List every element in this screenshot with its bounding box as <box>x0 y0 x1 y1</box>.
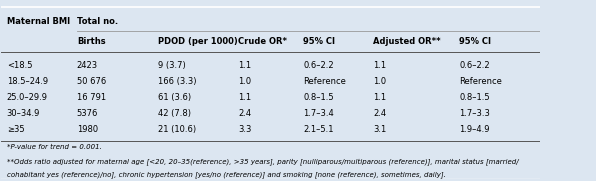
Text: 50 676: 50 676 <box>77 77 106 86</box>
Text: 5376: 5376 <box>77 109 98 118</box>
Text: 9 (3.7): 9 (3.7) <box>158 61 185 70</box>
Text: Reference: Reference <box>460 77 502 86</box>
Text: 1.0: 1.0 <box>238 77 252 86</box>
Text: Crude OR*: Crude OR* <box>238 37 287 46</box>
Text: Reference: Reference <box>303 77 346 86</box>
Text: 2423: 2423 <box>77 61 98 70</box>
Text: *P-value for trend = 0.001.: *P-value for trend = 0.001. <box>7 144 102 150</box>
Text: 18.5–24.9: 18.5–24.9 <box>7 77 48 86</box>
Text: 2.4: 2.4 <box>238 109 252 118</box>
Text: <18.5: <18.5 <box>7 61 32 70</box>
Text: cohabitant yes (reference)/no], chronic hypertension [yes/no (reference)] and sm: cohabitant yes (reference)/no], chronic … <box>7 171 446 178</box>
Text: 1.1: 1.1 <box>238 61 252 70</box>
Text: 1.7–3.4: 1.7–3.4 <box>303 109 334 118</box>
Text: 1980: 1980 <box>77 125 98 134</box>
Text: 0.8–1.5: 0.8–1.5 <box>303 93 334 102</box>
Text: 3.1: 3.1 <box>373 125 386 134</box>
Text: 1.1: 1.1 <box>373 61 386 70</box>
Text: 95% CI: 95% CI <box>460 37 492 46</box>
Text: 3.3: 3.3 <box>238 125 252 134</box>
Text: 0.6–2.2: 0.6–2.2 <box>303 61 334 70</box>
Text: 61 (3.6): 61 (3.6) <box>158 93 191 102</box>
Text: **Odds ratio adjusted for maternal age [<20, 20–35(reference), >35 years], parit: **Odds ratio adjusted for maternal age [… <box>7 159 519 165</box>
Text: 1.1: 1.1 <box>373 93 386 102</box>
Text: 1.9–4.9: 1.9–4.9 <box>460 125 490 134</box>
Text: Total no.: Total no. <box>77 17 118 26</box>
Text: ≥35: ≥35 <box>7 125 24 134</box>
Text: 2.1–5.1: 2.1–5.1 <box>303 125 334 134</box>
Text: 0.8–1.5: 0.8–1.5 <box>460 93 490 102</box>
Text: 95% CI: 95% CI <box>303 37 335 46</box>
Text: 2.4: 2.4 <box>373 109 386 118</box>
Text: Maternal BMI: Maternal BMI <box>7 17 70 26</box>
Text: PDOD (per 1000): PDOD (per 1000) <box>158 37 237 46</box>
Text: 0.6–2.2: 0.6–2.2 <box>460 61 490 70</box>
Text: 1.1: 1.1 <box>238 93 252 102</box>
Text: 1.7–3.3: 1.7–3.3 <box>460 109 491 118</box>
Text: Adjusted OR**: Adjusted OR** <box>373 37 441 46</box>
Text: 25.0–29.9: 25.0–29.9 <box>7 93 48 102</box>
Text: 42 (7.8): 42 (7.8) <box>158 109 191 118</box>
Text: 1.0: 1.0 <box>373 77 386 86</box>
Text: 16 791: 16 791 <box>77 93 106 102</box>
Text: 30–34.9: 30–34.9 <box>7 109 40 118</box>
Text: Births: Births <box>77 37 105 46</box>
Text: 21 (10.6): 21 (10.6) <box>158 125 196 134</box>
Text: 166 (3.3): 166 (3.3) <box>158 77 196 86</box>
